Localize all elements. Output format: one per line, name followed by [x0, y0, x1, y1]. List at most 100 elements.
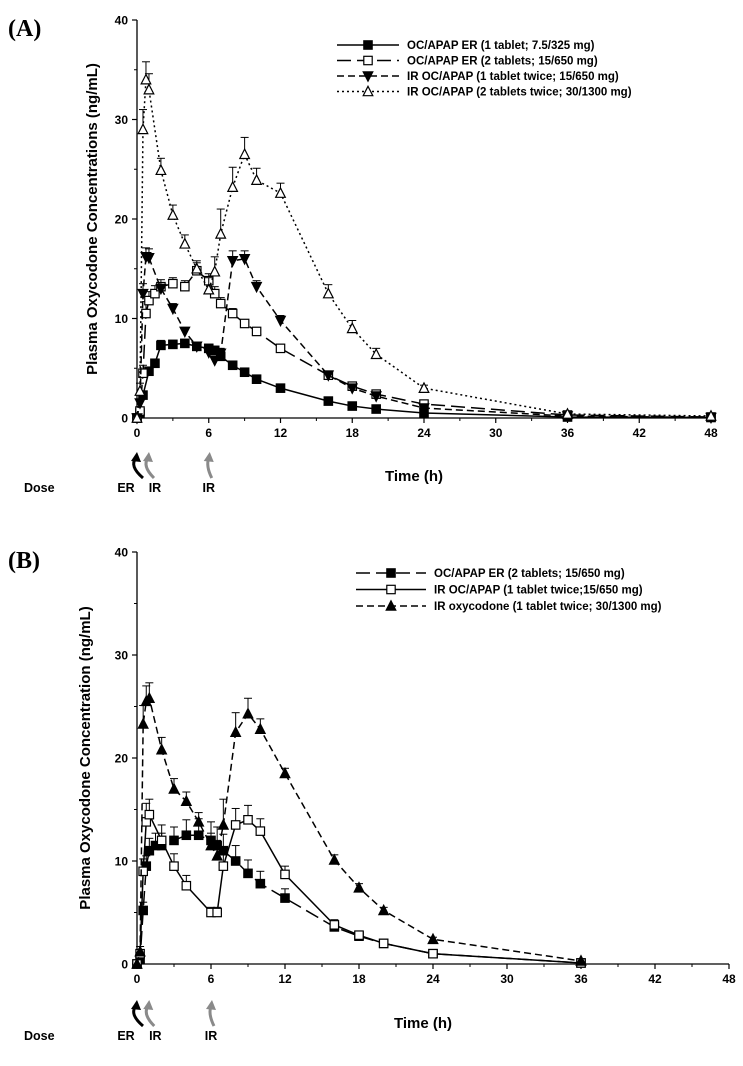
- x-tick-label: 36: [574, 972, 588, 986]
- x-tick-label: 6: [205, 426, 212, 440]
- x-tick-label: 42: [633, 426, 647, 440]
- legend-label: IR OC/APAP (1 tablet twice; 15/650 mg): [407, 71, 619, 83]
- data-point: [243, 814, 253, 825]
- legend-label: IR oxycodone (1 tablet twice; 30/1300 mg…: [434, 601, 662, 613]
- data-point: [180, 794, 193, 807]
- data-point: [275, 343, 286, 354]
- data-point: [167, 208, 179, 220]
- data-point: [191, 262, 203, 274]
- legend-marker: [386, 568, 396, 578]
- data-point: [226, 180, 239, 192]
- series-2: [131, 682, 587, 969]
- x-axis-title: Time (h): [394, 1015, 452, 1032]
- data-point: [370, 391, 382, 403]
- series-0: [132, 818, 586, 969]
- data-point: [143, 253, 155, 265]
- chart-panel-b: (B) 0 10 20 30 40 0 6 12 18 24 30 36 42 48 Time (h) Plas…: [8, 546, 736, 1044]
- data-point: [250, 173, 263, 185]
- data-point: [214, 227, 227, 239]
- data-point: [193, 830, 204, 841]
- data-point: [328, 853, 341, 865]
- legend-label: OC/APAP ER (2 tablets; 15/650 mg): [434, 568, 625, 580]
- data-point: [208, 265, 221, 277]
- data-point: [279, 766, 291, 779]
- y-tick-label: 30: [115, 113, 129, 127]
- data-point: [150, 288, 160, 299]
- x-tick-label: 24: [417, 426, 431, 440]
- y-tick-label: 0: [121, 412, 128, 426]
- series-line: [136, 79, 712, 419]
- data-point: [143, 83, 155, 95]
- x-tick-label: 18: [352, 972, 366, 986]
- data-point: [137, 122, 149, 135]
- data-point: [134, 398, 146, 410]
- data-point: [202, 347, 215, 359]
- series-line: [136, 255, 712, 419]
- dose-arrow-ir-1-head: [142, 452, 153, 462]
- data-point: [202, 283, 215, 295]
- data-point: [561, 407, 574, 419]
- data-point: [250, 281, 263, 294]
- y-axis-title: Plasma Oxycodone Concentration (ng/mL): [77, 606, 94, 909]
- legend-marker: [363, 40, 373, 50]
- legend-label: OC/APAP ER (2 tablets; 15/650 mg): [407, 56, 598, 68]
- dose-ir-label-2: IR: [205, 1029, 218, 1043]
- data-point: [428, 948, 438, 959]
- legend: OC/APAP ER (1 tablet; 7.5/325 mg) OC/APAP…: [337, 40, 632, 99]
- x-tick-label: 30: [500, 972, 514, 986]
- dose-ir-label-2: IR: [203, 481, 216, 495]
- y-axis-title: Plasma Oxycodone Concentrations (ng/mL): [84, 63, 101, 375]
- data-point: [227, 360, 238, 371]
- dose-er-label: ER: [117, 1029, 134, 1043]
- data-point: [169, 861, 179, 871]
- data-point: [378, 938, 389, 949]
- data-point: [179, 237, 191, 249]
- x-tick-label: 0: [134, 972, 141, 986]
- dose-arrow-er-head: [131, 452, 141, 462]
- data-point: [131, 957, 143, 969]
- data-point: [274, 186, 287, 198]
- dose-ir-label-1: IR: [149, 481, 162, 495]
- y-tick-label: 10: [115, 855, 129, 869]
- data-point: [168, 278, 178, 289]
- data-point: [180, 338, 190, 349]
- y-tick-label: 30: [115, 649, 129, 663]
- data-point: [346, 383, 359, 395]
- series-line: [136, 696, 582, 965]
- dose-annotations: Dose ER IR IR: [24, 452, 215, 495]
- series-line: [136, 269, 712, 419]
- legend-label: OC/APAP ER (1 tablet; 7.5/325 mg): [407, 40, 595, 52]
- data-point: [371, 404, 381, 414]
- data-point: [226, 255, 239, 268]
- data-point: [227, 308, 238, 319]
- dose-label: Dose: [24, 1029, 55, 1043]
- data-point: [144, 809, 155, 820]
- series-line: [136, 834, 582, 965]
- data-point: [418, 381, 430, 393]
- data-point: [140, 73, 152, 85]
- legend-label: IR OC/APAP (2 tablets twice; 30/1300 mg): [407, 87, 632, 99]
- data-point: [280, 893, 290, 903]
- series-3: [131, 61, 717, 423]
- data-point: [168, 339, 178, 350]
- x-tick-label: 36: [561, 426, 575, 440]
- legend-marker: [386, 584, 396, 595]
- legend-marker: [363, 55, 373, 66]
- legend-marker: [385, 599, 397, 611]
- data-point: [427, 932, 439, 945]
- dose-arrow-ir-2-head: [206, 1000, 216, 1010]
- data-point: [322, 370, 335, 382]
- data-point: [191, 341, 203, 353]
- dose-arrow-ir-1-head: [143, 1000, 154, 1010]
- data-point: [575, 954, 587, 966]
- data-point: [131, 411, 143, 423]
- data-point: [705, 409, 717, 421]
- data-point: [143, 691, 156, 704]
- x-tick-label: 12: [278, 972, 292, 986]
- data-point: [239, 318, 250, 329]
- panel-label: (B): [8, 548, 40, 574]
- data-point: [168, 782, 180, 794]
- x-tick-label: 18: [346, 426, 360, 440]
- x-tick-label: 24: [426, 972, 440, 986]
- data-point: [274, 315, 287, 328]
